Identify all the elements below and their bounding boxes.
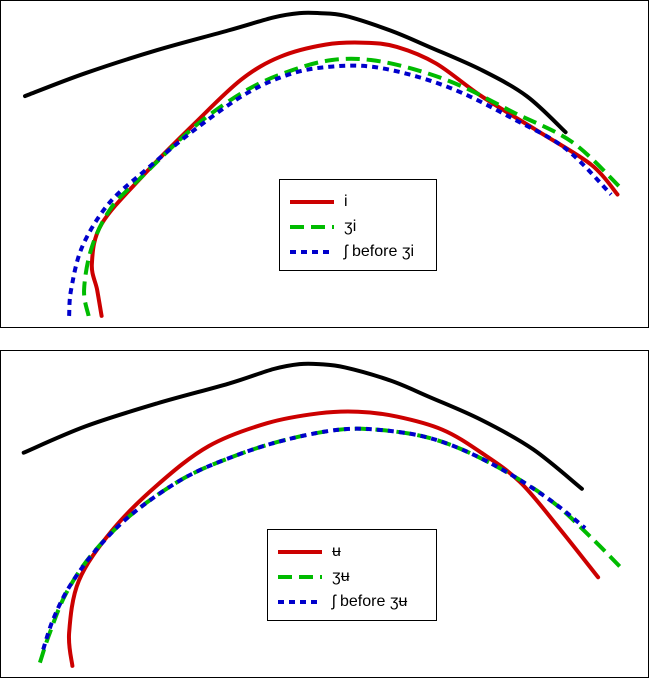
bottom-chart-legend: ʉ ʒʉ ʃ before ʒʉ (267, 529, 437, 621)
legend-entry-zi: ʒi (280, 216, 436, 238)
legend-swatch-u (278, 550, 322, 554)
legend-label-zu: ʒʉ (332, 568, 350, 585)
legend-entry-i: i (280, 191, 436, 213)
legend-entry-zu: ʒʉ (268, 566, 436, 588)
series-line-outline (21, 361, 584, 491)
legend-label-sh-before-zu: ʃ before ʒʉ (332, 593, 408, 610)
legend-swatch-sh-before-zi (290, 250, 334, 254)
legend-swatch-sh-before-zu (278, 600, 322, 604)
top-chart-plot (23, 10, 623, 318)
series-line-sh-before-zu (41, 426, 587, 651)
top-chart-legend: i ʒi ʃ before ʒi (279, 179, 437, 271)
top-chart-panel: i ʒi ʃ before ʒi (0, 0, 649, 328)
legend-label-zi: ʒi (344, 218, 357, 235)
legend-swatch-i (290, 200, 334, 204)
legend-entry-u: ʉ (268, 541, 436, 563)
legend-label-i: i (344, 193, 348, 210)
bottom-chart-plot (21, 361, 626, 668)
legend-label-sh-before-zi: ʃ before ʒi (344, 243, 415, 260)
legend-swatch-zi (290, 225, 334, 229)
legend-label-u: ʉ (332, 543, 341, 560)
legend-entry-sh-before-zu: ʃ before ʒʉ (268, 591, 436, 613)
bottom-chart-panel: ʉ ʒʉ ʃ before ʒʉ (0, 350, 649, 678)
legend-entry-sh-before-zi: ʃ before ʒi (280, 241, 436, 263)
legend-swatch-zu (278, 575, 322, 579)
series-line-zi (82, 56, 623, 317)
series-line-outline (23, 10, 568, 135)
